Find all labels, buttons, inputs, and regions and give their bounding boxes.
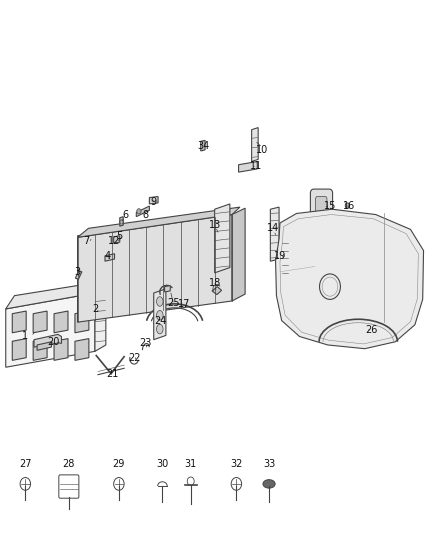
Text: 13: 13 bbox=[208, 220, 221, 230]
Text: 8: 8 bbox=[142, 209, 148, 220]
Polygon shape bbox=[232, 208, 245, 301]
Text: 15: 15 bbox=[324, 200, 336, 211]
Text: 12: 12 bbox=[108, 236, 121, 246]
Text: 33: 33 bbox=[263, 459, 275, 469]
Text: 21: 21 bbox=[106, 369, 119, 378]
Polygon shape bbox=[201, 140, 205, 151]
Polygon shape bbox=[105, 254, 115, 261]
Text: 34: 34 bbox=[198, 141, 210, 151]
Text: 32: 32 bbox=[230, 459, 243, 469]
Text: 25: 25 bbox=[167, 297, 180, 308]
Polygon shape bbox=[78, 215, 240, 240]
Polygon shape bbox=[37, 342, 51, 350]
Text: 24: 24 bbox=[154, 316, 166, 326]
Polygon shape bbox=[165, 286, 170, 292]
Text: 20: 20 bbox=[47, 337, 60, 347]
Text: 22: 22 bbox=[128, 353, 141, 362]
Polygon shape bbox=[6, 281, 104, 309]
Text: 2: 2 bbox=[92, 304, 98, 314]
Polygon shape bbox=[54, 311, 68, 333]
Text: 1: 1 bbox=[22, 332, 28, 342]
Polygon shape bbox=[34, 334, 61, 347]
Text: 23: 23 bbox=[139, 338, 151, 349]
Polygon shape bbox=[54, 338, 68, 360]
FancyBboxPatch shape bbox=[316, 197, 327, 213]
Text: 19: 19 bbox=[274, 251, 286, 261]
Polygon shape bbox=[12, 338, 26, 360]
Text: 9: 9 bbox=[151, 197, 157, 207]
Polygon shape bbox=[75, 338, 89, 360]
Polygon shape bbox=[78, 215, 232, 322]
Circle shape bbox=[345, 203, 350, 208]
Polygon shape bbox=[276, 209, 424, 349]
Text: 3: 3 bbox=[74, 267, 81, 277]
Polygon shape bbox=[252, 127, 258, 161]
Polygon shape bbox=[114, 236, 120, 243]
Polygon shape bbox=[215, 204, 230, 273]
Polygon shape bbox=[75, 271, 82, 279]
Polygon shape bbox=[239, 161, 257, 172]
Text: 31: 31 bbox=[184, 459, 197, 469]
Text: 10: 10 bbox=[256, 145, 268, 155]
Polygon shape bbox=[136, 206, 149, 216]
Polygon shape bbox=[95, 287, 106, 351]
Ellipse shape bbox=[156, 311, 163, 320]
Ellipse shape bbox=[156, 324, 163, 334]
Ellipse shape bbox=[156, 297, 163, 306]
Text: 6: 6 bbox=[122, 209, 128, 220]
Polygon shape bbox=[149, 197, 158, 204]
Polygon shape bbox=[212, 287, 222, 295]
Text: 7: 7 bbox=[83, 236, 89, 246]
Text: 17: 17 bbox=[178, 298, 191, 309]
Text: 4: 4 bbox=[105, 251, 111, 261]
Polygon shape bbox=[154, 289, 166, 340]
Text: 26: 26 bbox=[365, 325, 378, 335]
Text: 28: 28 bbox=[63, 459, 75, 469]
Polygon shape bbox=[12, 311, 26, 333]
Polygon shape bbox=[33, 338, 47, 360]
Polygon shape bbox=[33, 311, 47, 333]
Polygon shape bbox=[6, 293, 95, 367]
FancyBboxPatch shape bbox=[311, 189, 332, 219]
Circle shape bbox=[137, 209, 141, 214]
Polygon shape bbox=[281, 233, 289, 277]
Text: 30: 30 bbox=[156, 459, 169, 469]
Polygon shape bbox=[78, 207, 240, 237]
Ellipse shape bbox=[263, 480, 275, 488]
Text: 29: 29 bbox=[113, 459, 125, 469]
Text: 14: 14 bbox=[267, 223, 279, 233]
Text: 27: 27 bbox=[19, 459, 32, 469]
Polygon shape bbox=[270, 207, 279, 261]
Polygon shape bbox=[120, 216, 123, 226]
Text: 5: 5 bbox=[116, 231, 122, 241]
Polygon shape bbox=[75, 311, 89, 333]
Text: 11: 11 bbox=[250, 161, 262, 171]
Text: 18: 18 bbox=[208, 278, 221, 288]
Text: 16: 16 bbox=[343, 200, 356, 211]
